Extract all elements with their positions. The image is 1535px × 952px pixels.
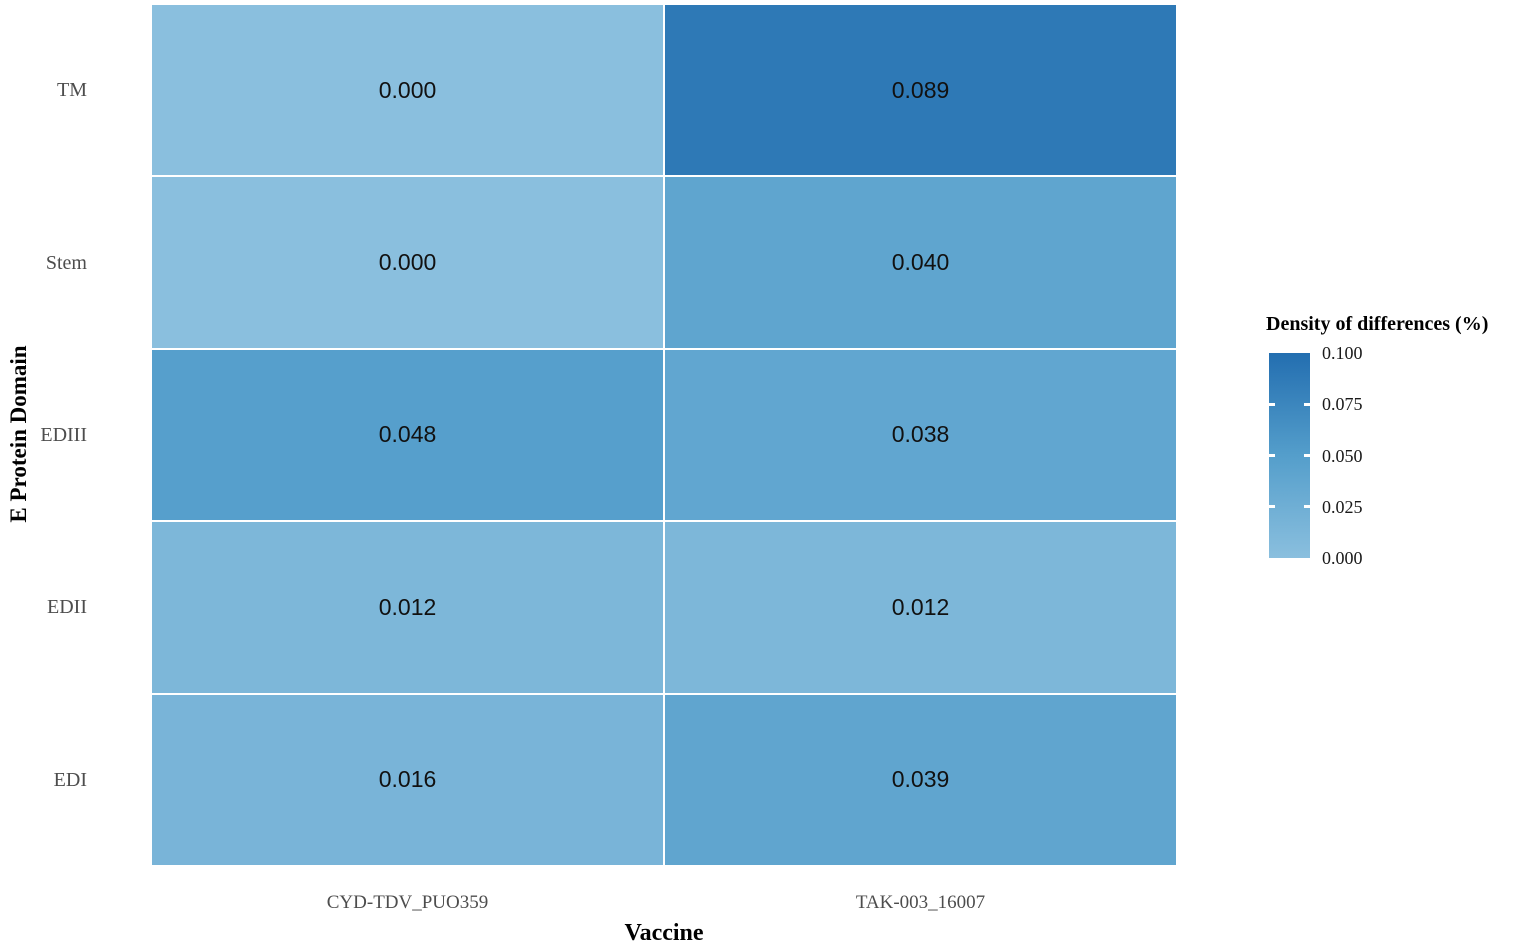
legend-tick-mark: [1269, 505, 1275, 509]
cell-value-label: 0.000: [378, 249, 437, 276]
y-tick-label-Stem: Stem: [45, 251, 87, 274]
heatmap-cell-EDII-2: 0.012: [664, 521, 1177, 694]
x-tick-label-TAK-003_16007: TAK-003_16007: [855, 892, 986, 913]
y-tick-label-TM: TM: [57, 79, 87, 102]
cell-value-label: 0.012: [378, 593, 437, 620]
legend-tick-mark: [1269, 454, 1275, 457]
x-axis-title: Vaccine: [624, 920, 704, 946]
cell-value-label: 0.038: [891, 421, 950, 448]
legend-tick-label-0.100: 0.100: [1322, 343, 1363, 363]
cell-value-label: 0.016: [378, 766, 437, 793]
y-tick-label-EDI: EDI: [53, 768, 87, 791]
legend-title: Density of differences (%): [1266, 313, 1489, 335]
heatmap-cell-TM-2: 0.089: [664, 4, 1177, 177]
heatmap-cell-EDI-2: 0.039: [664, 693, 1177, 866]
legend-tick-label-0.075: 0.075: [1322, 394, 1363, 415]
legend-colorbar: [1269, 353, 1310, 558]
legend-tick-label-0.025: 0.025: [1322, 496, 1363, 517]
heatmap-cell-EDI-1: 0.016: [151, 693, 664, 866]
heatmap-cell-Stem-2: 0.040: [664, 176, 1177, 349]
heatmap-cell-EDIII-1: 0.048: [151, 348, 664, 522]
cell-value-label: 0.012: [891, 593, 950, 620]
legend-tick-mark: [1304, 505, 1310, 509]
heatmap-cell-EDII-1: 0.012: [151, 521, 664, 694]
cell-value-label: 0.089: [891, 76, 950, 103]
x-tick-label-CYD-TDV_PUO359: CYD-TDV_PUO359: [326, 892, 489, 913]
heatmap-cell-TM-1: 0.000: [151, 4, 664, 177]
cell-value-label: 0.048: [378, 421, 437, 448]
legend-tick-mark: [1304, 402, 1310, 406]
cell-value-label: 0.039: [891, 766, 950, 793]
legend-tick-label-0.050: 0.050: [1322, 445, 1363, 466]
legend-tick-mark: [1269, 402, 1275, 406]
heatmap-cell-Stem-1: 0.000: [151, 176, 664, 349]
y-tick-label-EDIII: EDIII: [40, 424, 87, 446]
heatmap-cell-EDIII-2: 0.038: [664, 348, 1177, 522]
y-tick-label-EDII: EDII: [47, 596, 87, 619]
legend-tick-mark: [1304, 454, 1310, 457]
cell-value-label: 0.000: [378, 76, 437, 103]
cell-value-label: 0.040: [891, 249, 950, 276]
legend-tick-label-0.000: 0.000: [1322, 548, 1363, 568]
